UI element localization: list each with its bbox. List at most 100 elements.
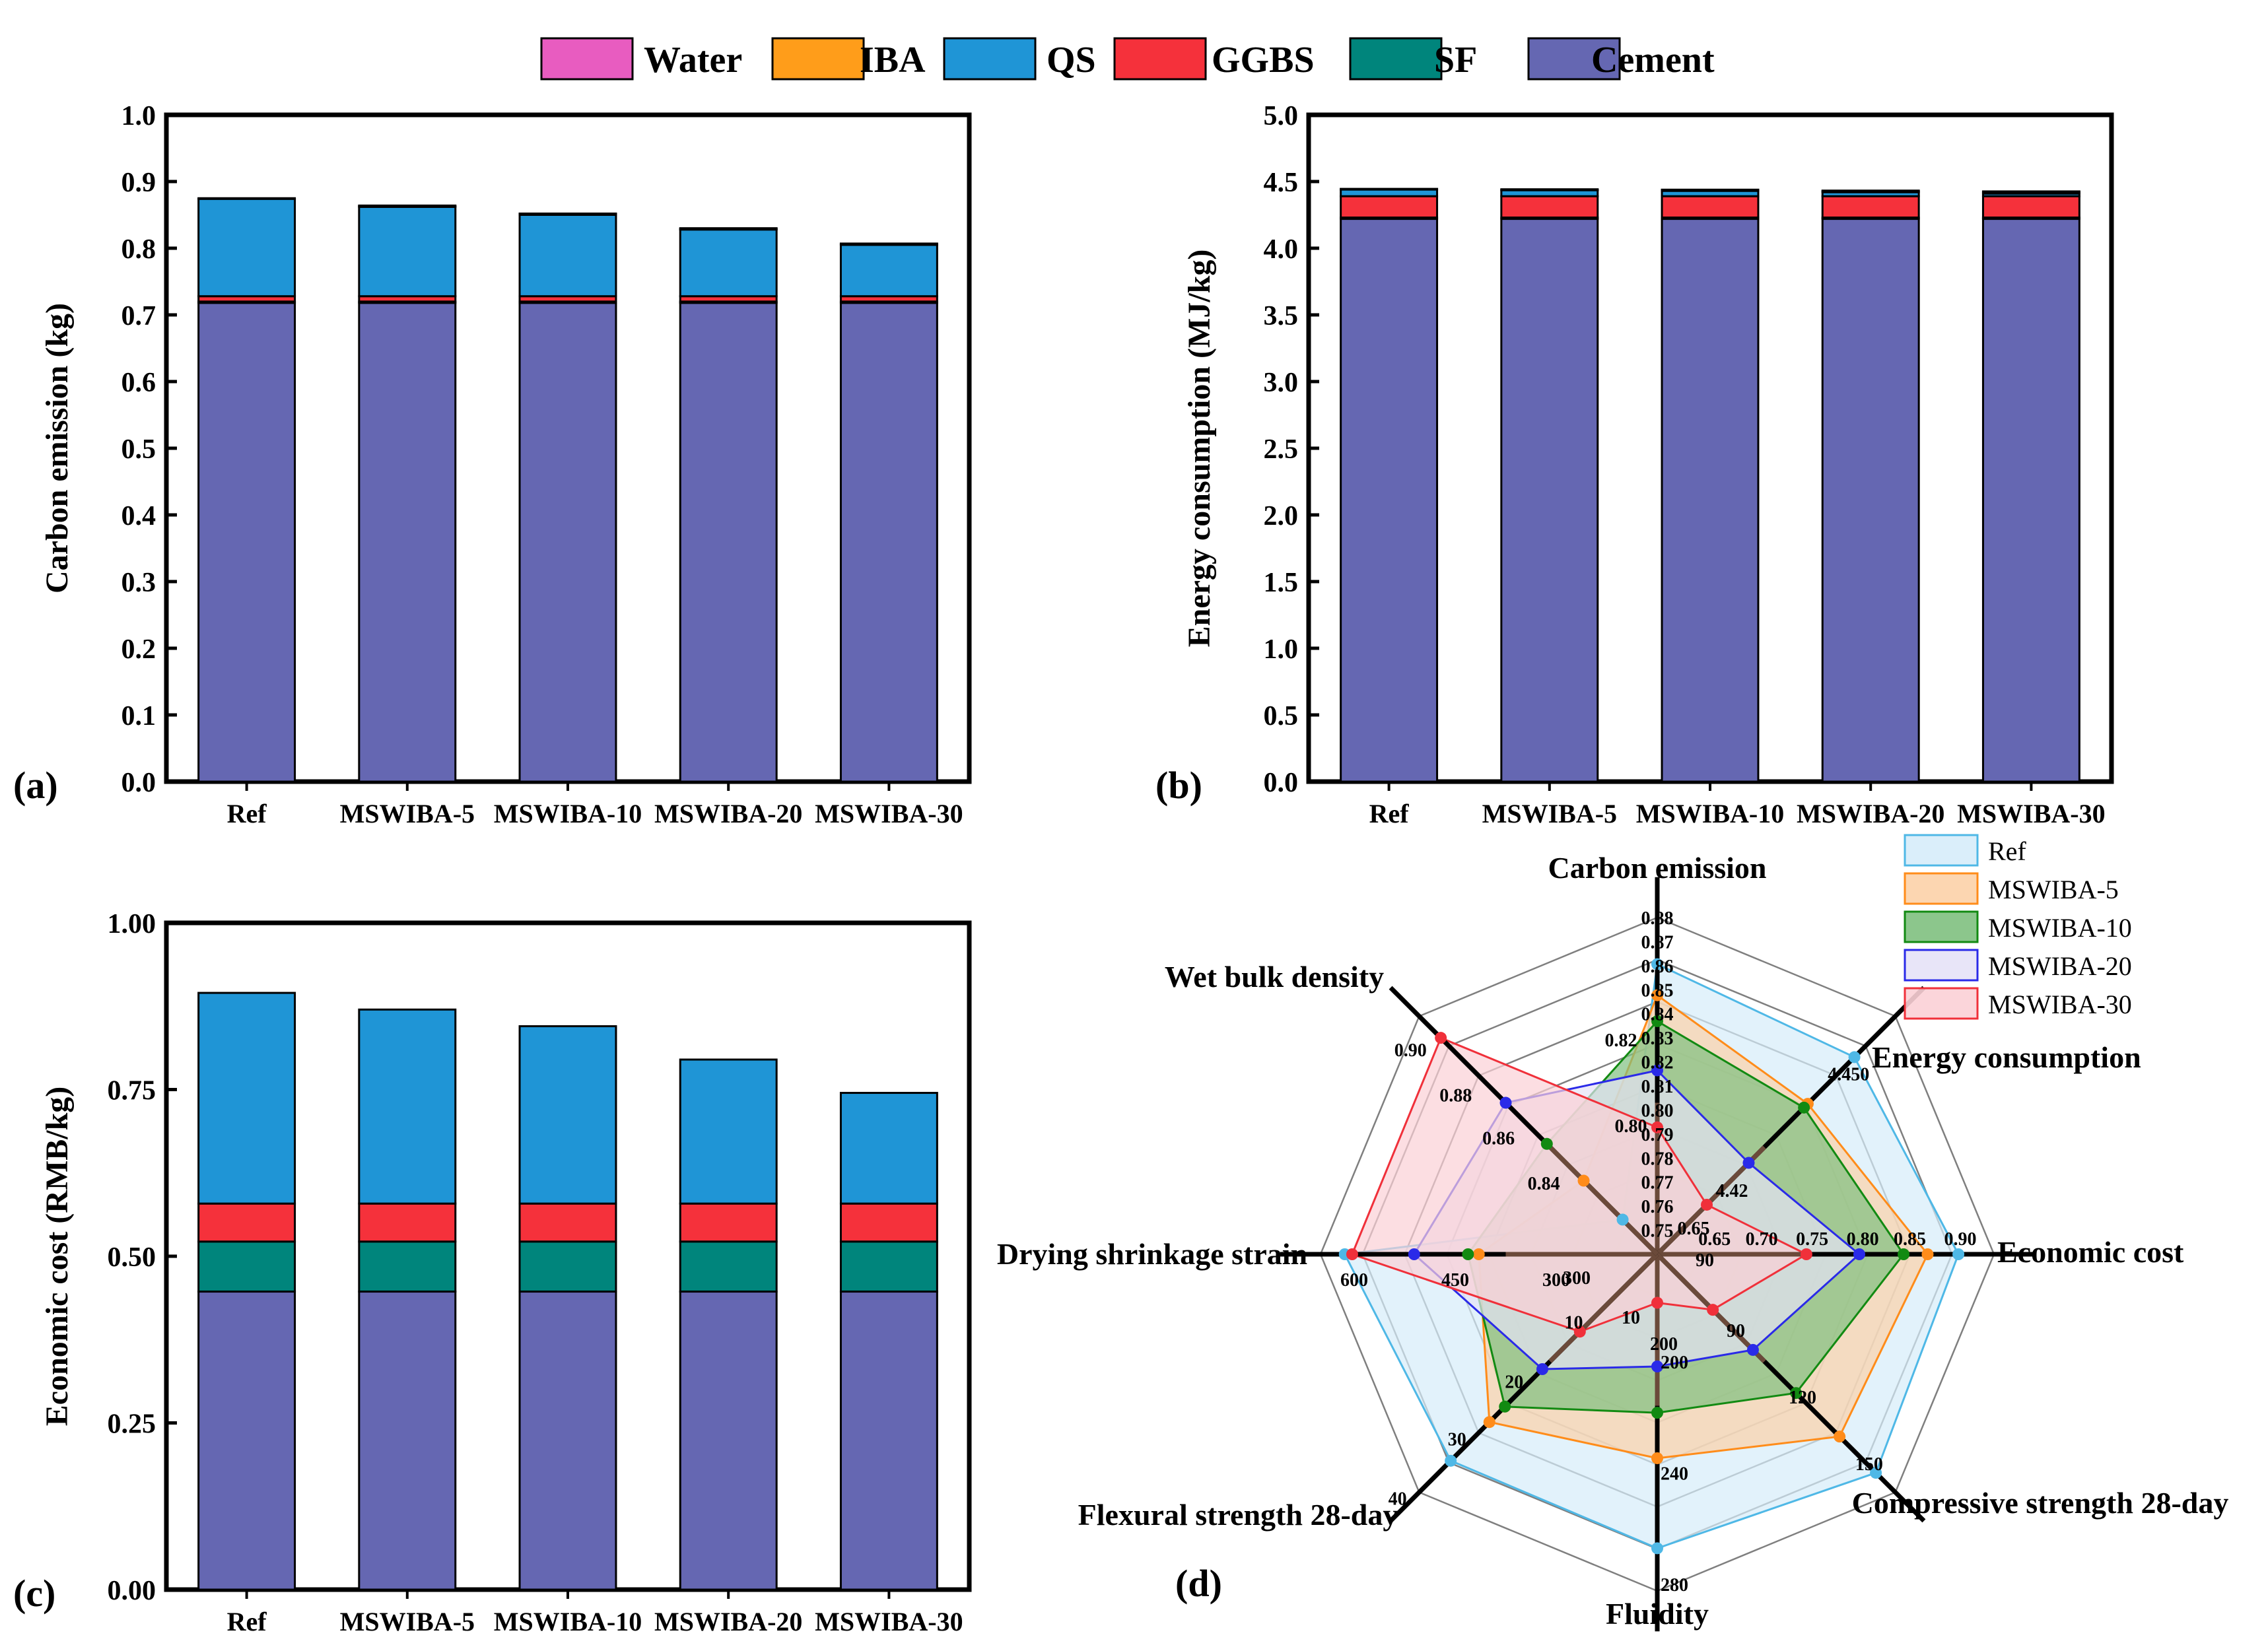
y-axis-label: Energy consumption (MJ/kg) [1182, 250, 1217, 648]
x-tick-label-mswiba-20: MSWIBA-20 [1797, 799, 1944, 828]
panel-label: (d) [1175, 1562, 1222, 1605]
y-tick-label: 1.0 [121, 101, 156, 131]
y-tick-label: 1.5 [1264, 568, 1299, 598]
bar-qs-mswiba-30 [839, 1092, 938, 1205]
bar-qs-mswiba-5 [358, 205, 457, 298]
radar-point-ref [1445, 1454, 1457, 1467]
bar-ggbs-mswiba-10 [518, 1202, 617, 1243]
legend-swatch-water [540, 37, 634, 81]
legend-swatch-sf [1349, 37, 1443, 81]
radar-point-mswiba-20 [1499, 1096, 1512, 1109]
x-tick-label-mswiba-10: MSWIBA-10 [494, 1607, 642, 1636]
y-tick-label: 2.0 [1264, 501, 1299, 531]
radar-point-mswiba-5 [1577, 1174, 1590, 1187]
radar-point-mswiba-10 [1898, 1248, 1910, 1260]
radar-point-ref [1952, 1248, 1965, 1260]
bar-cement-ref [1340, 218, 1439, 783]
radar-tick-label: 200 [1650, 1334, 1678, 1355]
radar-point-mswiba-20 [1408, 1248, 1420, 1260]
y-axis-label: Economic cost (RMB/kg) [40, 1087, 75, 1427]
radar-tick-label: 0.81 [1641, 1077, 1674, 1097]
bar-sf-mswiba-5 [358, 1240, 457, 1293]
radar-tick-label: 0.87 [1641, 932, 1674, 953]
radar-tick-label: 30 [1448, 1429, 1466, 1450]
radar-spoke-inner [1548, 1252, 1659, 1363]
y-tick-label: 0.50 [108, 1242, 156, 1273]
radar-tick-label: 300 [1542, 1270, 1570, 1291]
radar-legend-label-mswiba-20: MSWIBA-20 [1988, 951, 2132, 981]
y-tick-label: 0.3 [121, 568, 156, 598]
radar-tick-label: 0.75 [1796, 1229, 1828, 1250]
radar-tick-label: 0.83 [1641, 1028, 1674, 1049]
radar-tick-label: 0.65 [1678, 1219, 1710, 1239]
bar-ggbs-mswiba-5 [358, 1202, 457, 1243]
bar-ggbs-mswiba-30 [839, 1202, 938, 1243]
radar-point-mswiba-20 [1651, 1064, 1663, 1077]
radar-tick-label: 0.88 [1439, 1086, 1472, 1106]
bar-cement-mswiba-20 [679, 302, 778, 783]
bar-sf-mswiba-20 [679, 1240, 778, 1293]
radar-legend-swatch-mswiba-10 [1904, 910, 1979, 943]
radar-point-ref [1848, 1051, 1861, 1063]
radar-point-mswiba-30 [1346, 1248, 1358, 1260]
radar-point-mswiba-10 [1499, 1400, 1511, 1413]
radar-tick-label: 0.85 [1641, 980, 1674, 1001]
radar-axis-label-drying-shrinkage-strain: Drying shrinkage strain [997, 1237, 1307, 1271]
bar-qs-ref [197, 197, 296, 298]
radar-tick-label: 90 [1696, 1250, 1714, 1271]
bar-cement-mswiba-30 [1981, 218, 2080, 783]
radar-tick-label: 90 [1727, 1321, 1745, 1341]
bar-cement-mswiba-30 [839, 302, 938, 783]
radar-legend-swatch-mswiba-5 [1904, 872, 1979, 905]
bar-water-mswiba-10 [518, 212, 617, 215]
radar-tick-label: 120 [1789, 1388, 1816, 1408]
x-tick-label-ref: Ref [227, 1607, 267, 1636]
bar-water-ref [197, 197, 296, 200]
bar-qs-mswiba-30 [839, 244, 938, 298]
radar-tick-label: 0.80 [1615, 1116, 1647, 1137]
radar-point-mswiba-30 [1800, 1248, 1812, 1260]
y-tick-label: 3.0 [1264, 368, 1299, 398]
radar-point-mswiba-20 [1536, 1363, 1548, 1376]
panel-label: (b) [1155, 764, 1202, 807]
radar-spoke-inner [1548, 1145, 1659, 1256]
radar-tick-label: 0.80 [1641, 1100, 1674, 1121]
bar-cement-ref [197, 302, 296, 783]
x-tick-label-mswiba-5: MSWIBA-5 [340, 1607, 475, 1636]
radar-tick-label: 0.70 [1746, 1229, 1778, 1250]
legend-label-cement: Cement [1591, 40, 1715, 81]
bar-cement-mswiba-5 [358, 302, 457, 783]
legend-label-iba: IBA [860, 40, 926, 81]
radar-tick-label: 0.79 [1641, 1125, 1674, 1145]
panel-label: (c) [13, 1572, 55, 1615]
radar-tick-label: 10 [1564, 1313, 1583, 1333]
y-tick-label: 0.1 [121, 701, 156, 731]
bar-cement-ref [197, 1291, 296, 1591]
radar-legend-label-mswiba-10: MSWIBA-10 [1988, 913, 2132, 943]
radar-tick-label: 0.80 [1847, 1229, 1879, 1250]
radar-point-ref [1616, 1213, 1629, 1226]
radar-legend-swatch-ref [1904, 834, 1979, 867]
bar-sf-mswiba-10 [518, 1240, 617, 1293]
radar-point-ref [1651, 958, 1663, 970]
y-tick-label: 3.5 [1264, 301, 1299, 331]
radar-point-ref [1651, 1542, 1663, 1555]
y-tick-label: 0.0 [121, 768, 156, 798]
radar-tick-label: 150 [1855, 1454, 1883, 1475]
radar-tick-label: 0.82 [1641, 1053, 1674, 1073]
radar-point-mswiba-30 [1435, 1032, 1447, 1044]
radar-point-mswiba-5 [1651, 1452, 1663, 1464]
x-tick-label-mswiba-10: MSWIBA-10 [1636, 799, 1784, 828]
legend-label-ggbs: GGBS [1212, 40, 1315, 81]
bar-water-mswiba-5 [1500, 188, 1599, 191]
y-tick-label: 0.5 [121, 434, 156, 465]
bar-cement-mswiba-10 [518, 1291, 617, 1591]
bar-qs-ref [1340, 188, 1439, 197]
radar-point-mswiba-30 [1651, 1121, 1663, 1133]
bar-ggbs-ref [1340, 195, 1439, 219]
radar-point-mswiba-10 [1651, 1407, 1663, 1419]
radar-point-mswiba-5 [1651, 989, 1663, 1001]
radar-tick-label: 0.78 [1641, 1149, 1674, 1169]
radar-tick-label: 0.90 [1394, 1040, 1427, 1061]
